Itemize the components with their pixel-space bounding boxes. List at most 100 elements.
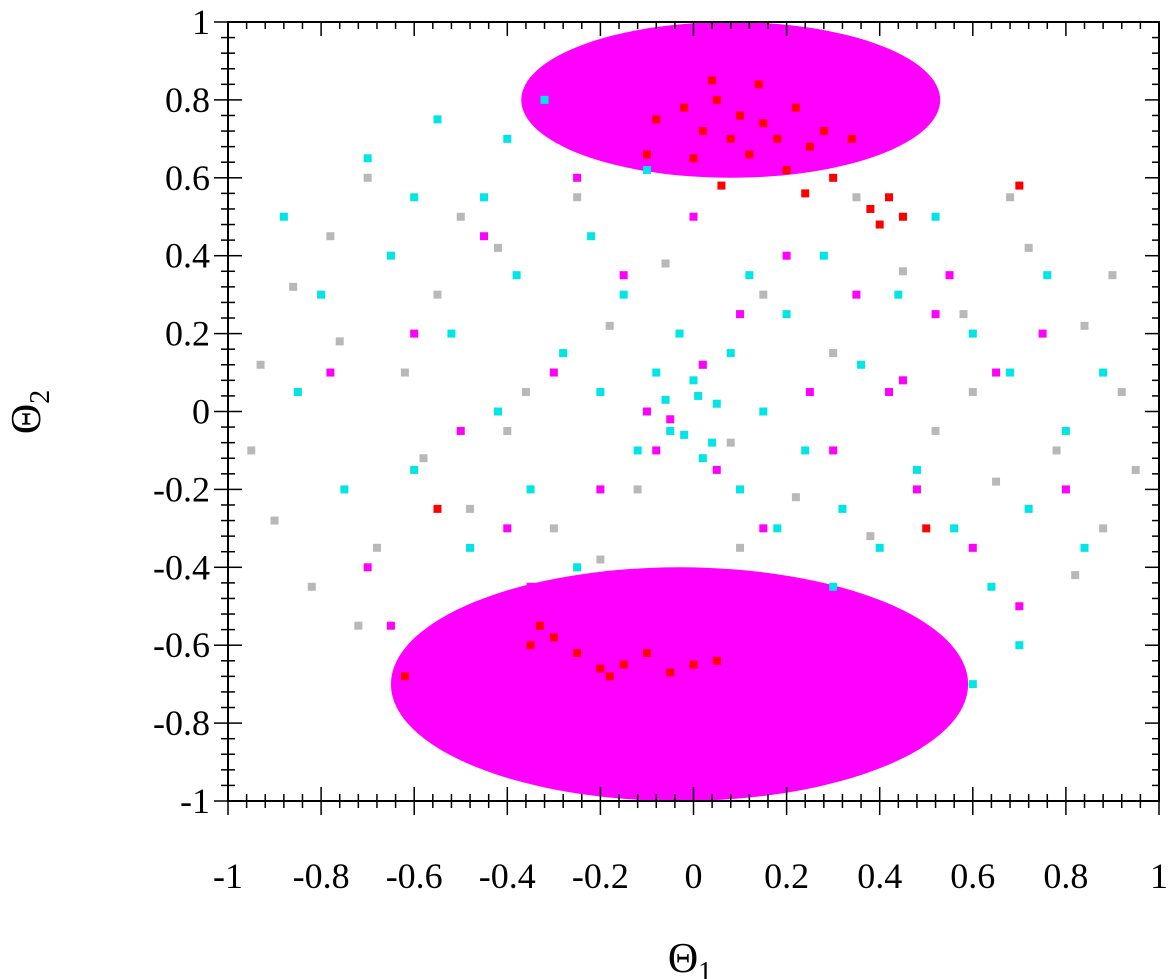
series-0-point-8 [400,368,409,377]
series-3-point-19 [717,181,726,190]
series-2-point-1 [410,329,419,338]
series-2-point-0 [363,563,372,572]
series-0-point-37 [1006,193,1015,202]
series-1-point-59 [694,391,703,400]
series-2-point-13 [736,310,745,319]
series-1-point-40 [931,212,940,221]
series-0-point-39 [335,337,344,346]
series-2-point-21 [912,485,921,494]
series-0-point-13 [521,388,530,397]
series-1-point-52 [410,193,419,202]
y-tick-label: -0.4 [153,547,210,587]
series-0-point-6 [354,621,363,630]
series-1-point-32 [782,310,791,319]
y-tick-label: 0.2 [165,314,210,354]
y-tick-label: 0.6 [165,158,210,198]
series-3-point-38 [922,524,931,533]
series-1-point-47 [1061,426,1070,435]
series-3-point-4 [726,134,735,143]
series-3-point-20 [689,154,698,163]
x-axis-tick-labels: -1 -0.8 -0.6 -0.4 -0.2 0 0.2 0.4 0.6 0.8 1 [213,856,1168,896]
series-1-point-46 [1043,271,1052,280]
series-1-point-39 [912,465,921,474]
series-1-point-22 [666,426,675,435]
plot-points [247,76,1140,708]
x-tick-label: -0.8 [293,856,350,896]
series-1-point-14 [559,349,568,358]
series-0-point-28 [992,477,1001,486]
series-3-point-31 [666,668,675,677]
series-1-point-9 [480,193,489,202]
series-2-region-0 [390,567,969,802]
series-2-point-2 [456,426,465,435]
series-2-point-11 [689,212,698,221]
y-tick-label: -0.8 [153,703,210,743]
series-2-point-5 [549,368,558,377]
series-1-point-42 [968,329,977,338]
series-2-point-8 [619,271,628,280]
series-2-point-18 [852,290,861,299]
series-2-point-32 [326,368,335,377]
series-2-point-4 [503,524,512,533]
series-1-point-11 [512,271,521,280]
series-0-point-11 [466,504,475,513]
x-tick-label: 0 [685,856,703,896]
series-2-point-30 [945,699,954,708]
series-3-point-24 [801,189,810,198]
series-2-point-10 [666,415,675,424]
series-0-point-3 [289,282,298,291]
series-3-point-22 [754,80,763,89]
y-tick-label: 0.8 [165,80,210,120]
series-2-point-25 [992,368,1001,377]
series-1-point-23 [675,329,684,338]
series-3-point-34 [526,641,535,650]
series-1-point-45 [1024,504,1033,513]
series-1-point-41 [950,524,959,533]
series-1-point-26 [712,399,721,408]
series-3-point-27 [573,648,582,657]
series-3-point-16 [875,220,884,229]
series-0-point-42 [596,555,605,564]
series-3-point-18 [898,212,907,221]
series-0-point-20 [726,438,735,447]
series-1-point-54 [503,134,512,143]
series-0-point-14 [549,524,558,533]
series-1-point-3 [363,154,372,163]
series-0-point-18 [661,259,670,268]
series-3-point-26 [549,633,558,642]
series-1-point-6 [433,115,442,124]
series-0-point-40 [456,212,465,221]
series-2-point-7 [596,485,605,494]
series-1-point-30 [759,407,768,416]
series-3-point-6 [745,150,754,159]
series-0-point-7 [363,173,372,182]
series-1-point-24 [689,376,698,385]
series-1-point-44 [1006,368,1015,377]
series-2-point-24 [968,543,977,552]
series-3-point-3 [712,95,721,104]
series-3-point-14 [847,134,856,143]
series-2-region-1 [521,22,941,178]
series-0-point-31 [1080,321,1089,330]
series-1-point-53 [293,388,302,397]
series-2-point-29 [922,641,931,650]
series-1-point-16 [587,232,596,241]
series-0-point-29 [1024,243,1033,252]
series-2-point-14 [759,524,768,533]
series-0-point-5 [326,232,335,241]
series-0-point-21 [759,290,768,299]
series-2-point-17 [829,446,838,455]
series-1-point-36 [857,360,866,369]
series-1-point-4 [386,251,395,260]
series-3-point-25 [535,621,544,630]
series-1-point-0 [279,212,288,221]
series-0-point-9 [419,454,428,463]
series-0-point-33 [1117,388,1126,397]
series-1-point-7 [447,329,456,338]
series-0-point-2 [270,516,279,525]
series-2-point-12 [712,465,721,474]
series-0-point-25 [898,267,907,276]
y-tick-label: -0.6 [153,625,210,665]
series-1-point-35 [838,504,847,513]
series-2-point-34 [698,360,707,369]
